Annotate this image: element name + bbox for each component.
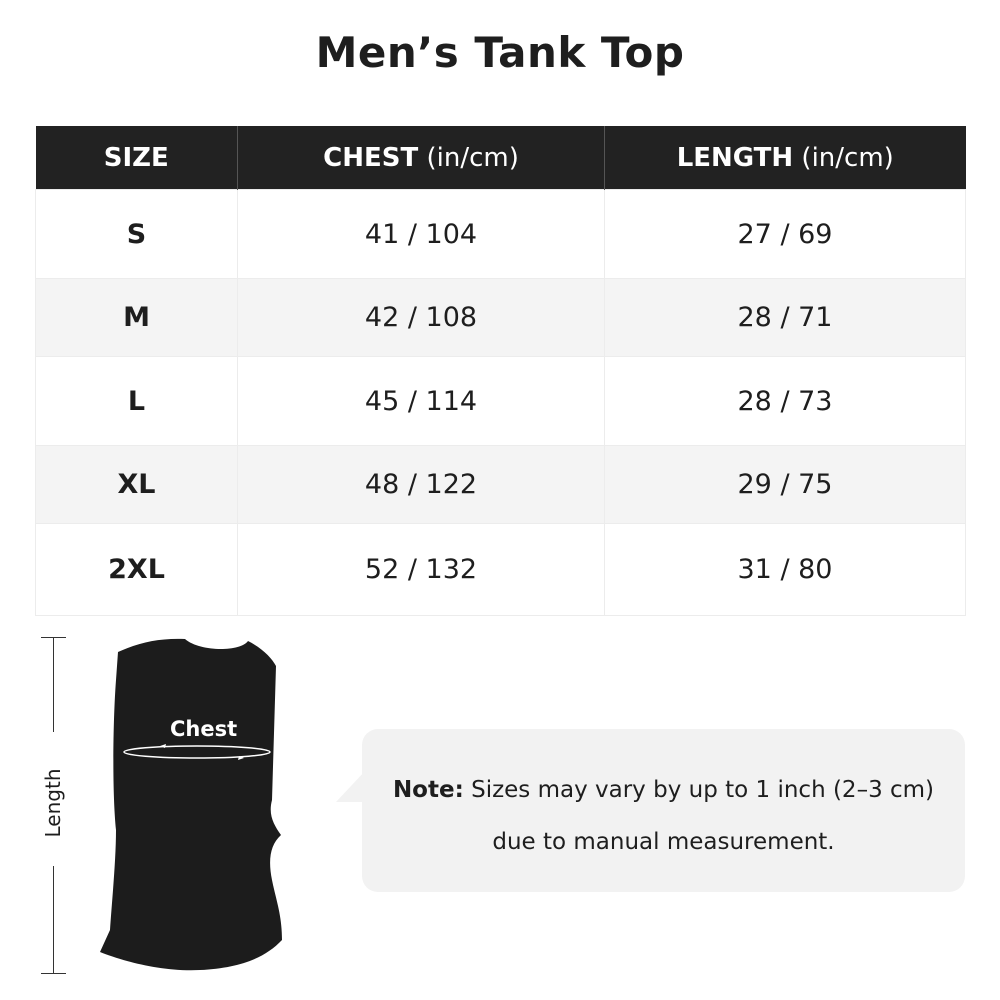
table-header-row: SIZE CHEST (in/cm) LENGTH (in/cm) bbox=[35, 126, 966, 190]
header-label: LENGTH bbox=[676, 142, 794, 173]
size-cell: L bbox=[35, 356, 238, 446]
header-label: CHEST bbox=[323, 142, 419, 173]
table-row: 2XL 52 / 132 31 / 80 bbox=[35, 523, 966, 616]
note-line-2: due to manual measurement. bbox=[492, 829, 835, 855]
header-label: SIZE bbox=[103, 142, 169, 173]
table-row: S 41 / 104 27 / 69 bbox=[35, 189, 966, 279]
length-cell: 27 / 69 bbox=[604, 189, 966, 279]
note-label: Note: bbox=[392, 777, 464, 803]
note-bubble: Note: Sizes may vary by up to 1 inch (2–… bbox=[362, 729, 965, 892]
length-tick-bottom bbox=[41, 973, 66, 974]
note-line-1: Note: Sizes may vary by up to 1 inch (2–… bbox=[362, 777, 965, 803]
length-cell: 28 / 73 bbox=[604, 356, 966, 446]
header-unit: (in/cm) bbox=[418, 142, 519, 173]
note-text: Sizes may vary by up to 1 inch (2–3 cm) bbox=[463, 777, 935, 803]
arrow-icon bbox=[160, 744, 166, 748]
size-cell: M bbox=[35, 278, 238, 357]
page-title: Men’s Tank Top bbox=[315, 28, 685, 77]
length-line-top bbox=[53, 637, 54, 732]
length-cell: 31 / 80 bbox=[604, 523, 966, 616]
header-length: LENGTH (in/cm) bbox=[604, 126, 966, 190]
chest-cell: 45 / 114 bbox=[237, 356, 605, 446]
chest-cell: 52 / 132 bbox=[237, 523, 605, 616]
table-row: L 45 / 114 28 / 73 bbox=[35, 356, 966, 446]
size-cell: S bbox=[35, 189, 238, 279]
tank-top-shape bbox=[100, 638, 282, 971]
chest-cell: 41 / 104 bbox=[237, 189, 605, 279]
chest-cell: 42 / 108 bbox=[237, 278, 605, 357]
chest-measure-ellipse bbox=[123, 745, 271, 759]
size-cell: XL bbox=[35, 445, 238, 524]
table-row: M 42 / 108 28 / 71 bbox=[35, 278, 966, 357]
chest-label: Chest bbox=[170, 717, 238, 741]
length-cell: 28 / 71 bbox=[604, 278, 966, 357]
header-unit: (in/cm) bbox=[793, 142, 894, 173]
header-chest: CHEST (in/cm) bbox=[237, 126, 605, 190]
length-line-bottom bbox=[53, 866, 54, 973]
size-chart-table: SIZE CHEST (in/cm) LENGTH (in/cm) S 41 /… bbox=[35, 126, 966, 616]
note-pointer bbox=[336, 770, 366, 802]
size-cell: 2XL bbox=[35, 523, 238, 616]
header-size: SIZE bbox=[35, 126, 238, 190]
arrow-icon bbox=[238, 756, 244, 760]
